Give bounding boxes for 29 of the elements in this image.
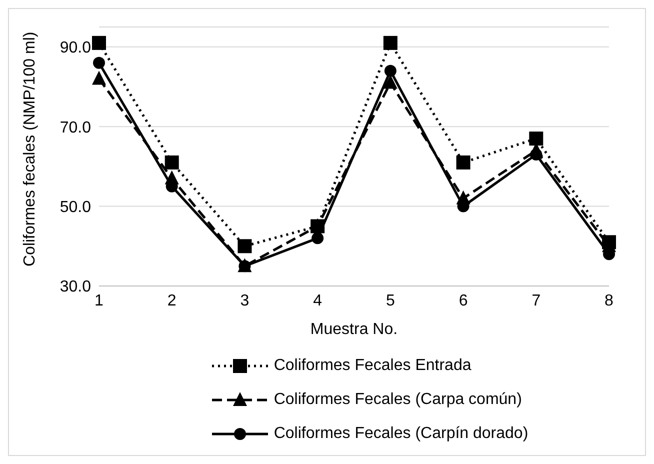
x-tick-label: 7 bbox=[532, 292, 541, 310]
point bbox=[92, 70, 106, 85]
point bbox=[164, 155, 179, 170]
point bbox=[93, 56, 105, 69]
point bbox=[530, 148, 542, 161]
x-tick-label: 2 bbox=[167, 292, 176, 310]
point bbox=[383, 36, 398, 50]
legend-label: Coliformes Fecales Entrada bbox=[274, 357, 472, 375]
point bbox=[383, 74, 398, 89]
point bbox=[238, 239, 252, 254]
y-tick-label: 30.0 bbox=[60, 278, 92, 296]
y-axis-title: Coliformes fecales (NMP/100 ml) bbox=[22, 32, 39, 266]
x-axis-title: Muestra No. bbox=[310, 321, 398, 338]
legend-label: Coliformes Fecales (Carpa común) bbox=[274, 391, 522, 409]
point bbox=[92, 36, 106, 50]
x-tick-label: 6 bbox=[458, 292, 468, 310]
point bbox=[312, 232, 324, 244]
x-tick-label: 1 bbox=[94, 292, 104, 310]
point bbox=[384, 64, 396, 77]
point bbox=[456, 155, 470, 170]
y-tick-label: 90.0 bbox=[60, 40, 92, 57]
x-tick-label: 8 bbox=[604, 292, 614, 310]
y-tick-label: 50.0 bbox=[60, 198, 92, 216]
y-tick-label: 70.0 bbox=[60, 119, 92, 136]
x-tick-label: 5 bbox=[386, 292, 395, 310]
point bbox=[529, 132, 544, 146]
x-tick-label: 3 bbox=[240, 292, 250, 310]
x-tick-label: 4 bbox=[313, 292, 322, 310]
legend-label: Coliformes Fecales (Carpín dorado) bbox=[274, 425, 528, 443]
